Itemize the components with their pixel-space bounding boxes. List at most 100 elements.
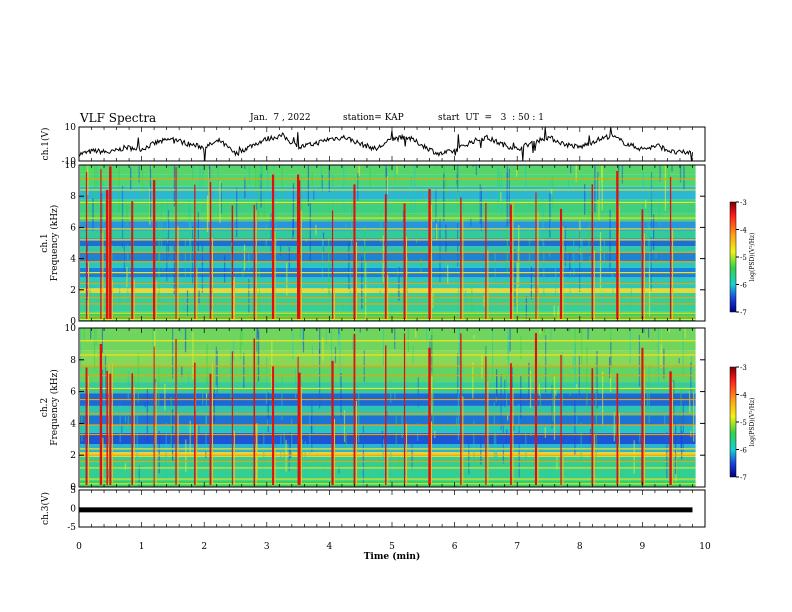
- ch1-noise-stripe: [569, 253, 571, 278]
- ch1-noise-stripe: [480, 187, 482, 232]
- ch2-noise-stripe: [429, 339, 431, 353]
- ch2-noise-stripe: [121, 419, 123, 445]
- ch2-noise-stripe: [407, 328, 409, 352]
- ch1-noise-stripe: [650, 236, 652, 292]
- x-tick-label: 8: [577, 542, 583, 552]
- ch2-noise-stripe: [539, 328, 541, 335]
- ch1-noise-stripe: [357, 165, 359, 174]
- ch1-band: [80, 165, 696, 175]
- ch2-noise-stripe: [513, 424, 515, 432]
- ch2-y-tick-label: 4: [70, 419, 76, 429]
- ch1-noise-stripe: [598, 177, 600, 221]
- ch1-noise-stripe: [470, 217, 472, 227]
- ch2-noise-stripe: [684, 328, 686, 339]
- ch1-noise-stripe: [518, 225, 520, 287]
- ch1-noise-stripe: [249, 165, 251, 171]
- ch2-noise-stripe: [545, 335, 547, 393]
- ch1-noise-stripe: [242, 260, 244, 279]
- ch2-noise-stripe: [263, 430, 265, 478]
- ch1-noise-stripe: [506, 226, 508, 272]
- ch1-noise-stripe: [549, 192, 551, 238]
- ch2-noise-stripe: [382, 328, 384, 366]
- ch1-noise-stripe: [258, 267, 260, 321]
- ch1-noise-stripe: [553, 305, 555, 316]
- ch1-noise-stripe: [173, 165, 175, 207]
- ch1-noise-stripe: [621, 165, 623, 184]
- ch2-noise-stripe: [146, 388, 148, 444]
- ch1-noise-stripe: [472, 165, 474, 167]
- ch2-noise-stripe: [281, 375, 283, 420]
- ch1-noise-stripe: [575, 165, 577, 182]
- ch1-noise-stripe: [305, 229, 307, 242]
- x-tick-label: 3: [264, 542, 270, 552]
- ch2-noise-stripe: [206, 393, 208, 398]
- ch2-noise-stripe: [401, 408, 403, 439]
- ch1-noise-stripe: [101, 193, 103, 233]
- ch1-y-tick-label: 8: [70, 192, 76, 202]
- ch2-colorbar-tick-label: -3: [740, 364, 747, 372]
- ch2-noise-stripe: [530, 429, 532, 437]
- ch2-noise-stripe: [506, 374, 508, 412]
- ch2-noise-stripe: [93, 328, 96, 372]
- ch1-noise-stripe: [102, 182, 104, 187]
- ch1-noise-stripe: [645, 199, 647, 209]
- ch2-noise-stripe: [680, 416, 682, 451]
- ch2-noise-stripe: [473, 334, 475, 339]
- ch2-noise-stripe: [398, 457, 400, 469]
- ch2-y-tick-label: 6: [70, 388, 76, 398]
- ch1-noise-stripe: [478, 165, 480, 168]
- ch2-noise-stripe: [590, 457, 593, 470]
- ch1-noise-stripe: [630, 283, 632, 308]
- ch1-noise-stripe: [292, 183, 294, 236]
- x-tick-label: 1: [139, 542, 145, 552]
- ch1-noise-stripe: [192, 226, 194, 285]
- ch1-noise-stripe: [573, 235, 575, 276]
- ch1-y-tick-label: 10: [65, 123, 77, 133]
- ch2-noise-stripe: [107, 468, 110, 481]
- ch1-noise-stripe: [402, 210, 404, 222]
- ch1-band: [80, 238, 696, 247]
- ch1-noise-stripe: [544, 165, 547, 167]
- ch2-noise-stripe: [172, 328, 174, 379]
- ch1-noise-stripe: [679, 165, 682, 183]
- ch2-noise-stripe: [538, 383, 540, 396]
- ch2-y-tick-label: 8: [70, 356, 76, 366]
- ch2-noise-stripe: [257, 328, 259, 339]
- ch1-band: [80, 199, 696, 214]
- ch1-noise-stripe: [138, 165, 140, 183]
- ch1-noise-stripe: [160, 202, 163, 247]
- ch1-noise-stripe: [87, 165, 89, 195]
- ch2-noise-stripe: [158, 364, 160, 407]
- ch2-noise-stripe: [256, 423, 258, 480]
- ch2-noise-stripe: [493, 402, 495, 458]
- ch2-noise-stripe: [678, 357, 680, 364]
- ch1-noise-stripe: [416, 232, 418, 244]
- ch1-colorbar-tick-label: -7: [740, 309, 747, 317]
- ch2-noise-stripe: [291, 419, 293, 458]
- ch2-noise-stripe: [415, 328, 417, 338]
- ch2-noise-stripe: [496, 446, 498, 461]
- ch2-noise-stripe: [205, 378, 207, 424]
- ch1-noise-stripe: [343, 165, 345, 211]
- ch1-noise-stripe: [259, 165, 262, 186]
- ch1-y-axis-label: Frequency (kHz): [49, 205, 60, 282]
- ch2-noise-stripe: [205, 451, 207, 458]
- ch2-noise-stripe: [266, 357, 268, 404]
- ch1-noise-stripe: [118, 165, 120, 212]
- ch1-noise-stripe: [192, 165, 194, 180]
- ch1-noise-stripe: [410, 176, 412, 211]
- ch1-noise-stripe: [388, 165, 390, 171]
- ch2-noise-stripe: [613, 412, 615, 442]
- ch2-noise-stripe: [181, 366, 183, 377]
- ch1-noise-stripe: [653, 214, 655, 251]
- ch2-y-tick-label: 10: [65, 324, 77, 334]
- ch1-noise-stripe: [158, 221, 160, 267]
- ch1-noise-stripe: [369, 165, 371, 191]
- ch1-noise-stripe: [664, 165, 666, 211]
- ch1-noise-stripe: [123, 246, 125, 273]
- ch1-noise-stripe: [618, 165, 620, 172]
- ch1-band: [80, 252, 696, 262]
- ch1-noise-stripe: [126, 267, 128, 288]
- ch1-noise-stripe: [280, 245, 282, 257]
- ch1-noise-stripe: [206, 195, 209, 232]
